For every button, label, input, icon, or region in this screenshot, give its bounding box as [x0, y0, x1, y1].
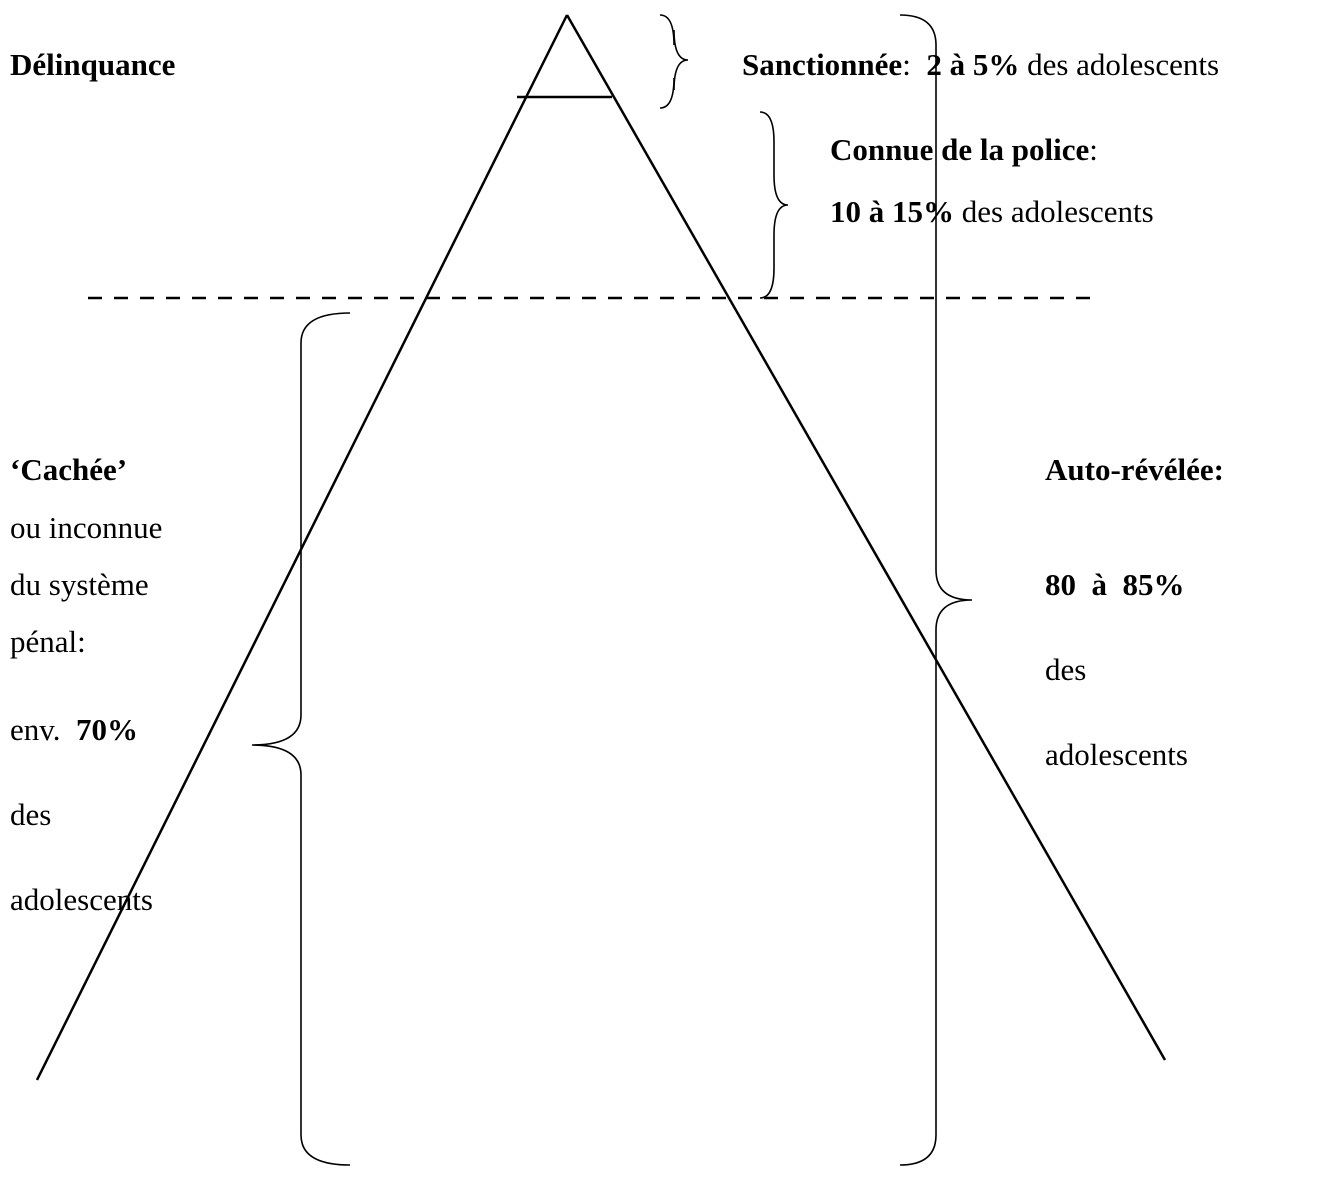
text-part: env.	[10, 712, 76, 747]
hidden-line: env. 70%	[10, 712, 138, 747]
text-part: 10 à 15%	[830, 194, 954, 229]
text-part: ‘Cachée’	[10, 452, 127, 487]
police-line: Connue de la police:	[830, 132, 1098, 167]
pyramid-left	[35, 14, 569, 1081]
text-part: Auto-révélée:	[1045, 452, 1224, 487]
self-reported-line: 80 à 85%	[1045, 567, 1185, 602]
police-line: 10 à 15% des adolescents	[830, 194, 1154, 229]
text-part: des	[1045, 652, 1086, 687]
brace	[251, 312, 351, 1166]
text-part: des	[10, 797, 51, 832]
self-reported-line: adolescents	[1045, 737, 1188, 772]
text-part: ou inconnue	[10, 510, 162, 545]
text-part: Connue de la police	[830, 132, 1089, 167]
text-part: des adolescents	[954, 194, 1154, 229]
text-part: du système	[10, 567, 149, 602]
text-part: Sanctionnée	[742, 47, 902, 82]
self-reported-line: des	[1045, 652, 1086, 687]
text-part: :	[1089, 132, 1098, 167]
text-part: 80 à 85%	[1045, 567, 1185, 602]
hidden-line: des	[10, 797, 51, 832]
hidden-line: du système	[10, 567, 149, 602]
pyramid-right	[565, 14, 1167, 1061]
brace	[899, 14, 973, 1166]
hidden-line: adolescents	[10, 882, 153, 917]
text-part: 2 à 5%	[926, 47, 1019, 82]
brace	[659, 14, 689, 109]
hidden-line: ‘Cachée’	[10, 452, 127, 487]
brace	[759, 111, 789, 299]
text-part: adolescents	[10, 882, 153, 917]
sanctioned-line: Sanctionnée: 2 à 5% des adolescents	[742, 47, 1219, 82]
hidden-line: ou inconnue	[10, 510, 162, 545]
text-part: :	[902, 47, 926, 82]
text-part: 70%	[76, 712, 138, 747]
hidden-line: pénal:	[10, 624, 86, 659]
title: Délinquance	[10, 47, 175, 82]
text-part: pénal:	[10, 624, 86, 659]
text-part: des adolescents	[1019, 47, 1219, 82]
text-part: adolescents	[1045, 737, 1188, 772]
self-reported-line: Auto-révélée:	[1045, 452, 1224, 487]
